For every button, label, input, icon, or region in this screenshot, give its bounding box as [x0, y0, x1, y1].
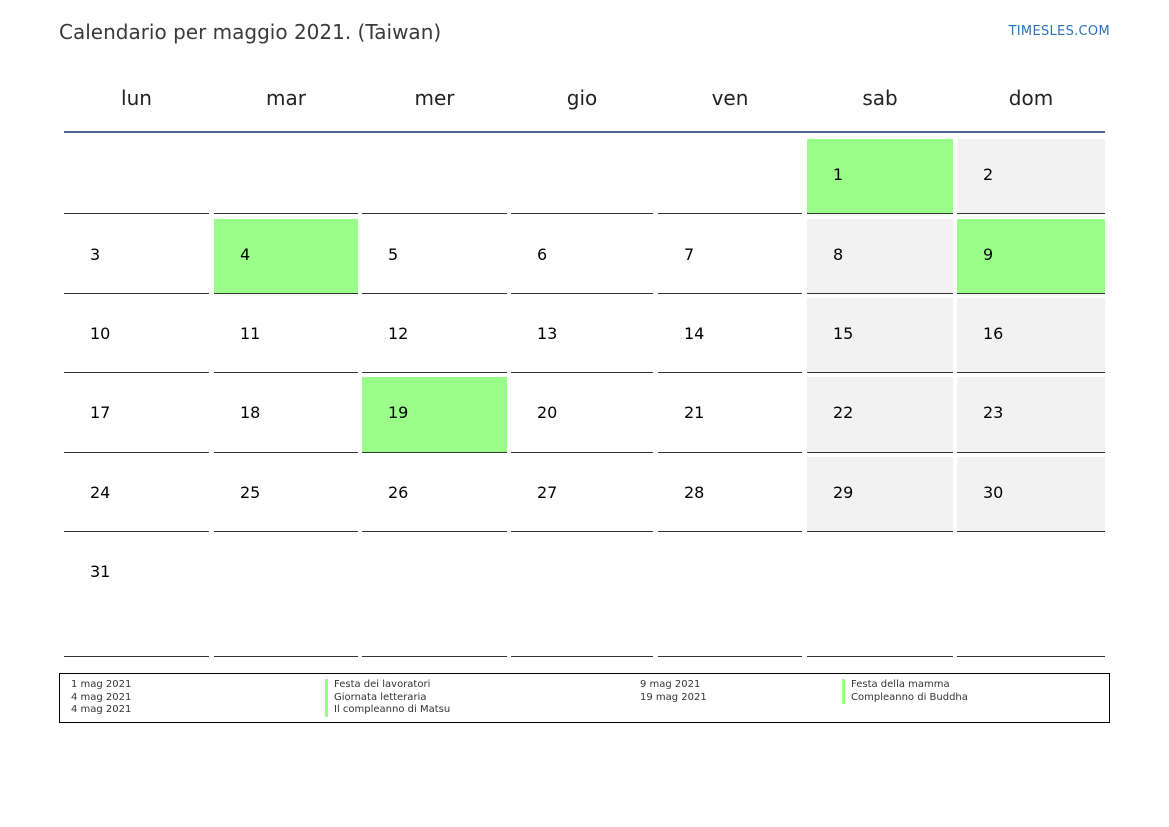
day-cell-12: 12 — [362, 298, 507, 373]
day-cell-7: 7 — [658, 219, 802, 294]
day-number: 13 — [537, 324, 558, 343]
day-cell-9: 9 — [957, 219, 1105, 294]
day-cell-11: 11 — [214, 298, 358, 373]
day-number: 30 — [983, 483, 1004, 502]
day-cell-19: 19 — [362, 377, 507, 453]
empty-day-cell — [658, 139, 802, 214]
day-number: 6 — [537, 245, 548, 264]
day-cell-20: 20 — [511, 377, 653, 453]
day-number: 16 — [983, 324, 1004, 343]
legend-date: 4 mag 2021 — [71, 691, 132, 703]
day-cell-13: 13 — [511, 298, 653, 373]
day-number: 26 — [388, 483, 409, 502]
day-cell-3: 3 — [64, 219, 209, 294]
day-cell-18: 18 — [214, 377, 358, 453]
day-number: 9 — [983, 245, 994, 264]
day-cell-26: 26 — [362, 457, 507, 532]
day-number: 5 — [388, 245, 399, 264]
day-number: 23 — [983, 403, 1004, 422]
day-number: 25 — [240, 483, 261, 502]
day-number: 22 — [833, 403, 854, 422]
weekday-sab: sab — [862, 86, 898, 110]
weekday-lun: lun — [121, 86, 152, 110]
day-cell-10: 10 — [64, 298, 209, 373]
day-cell-21: 21 — [658, 377, 802, 453]
day-number: 7 — [684, 245, 695, 264]
empty-day-cell — [511, 139, 653, 214]
weekday-dom: dom — [1008, 86, 1054, 110]
legend-holiday-name: Il compleanno di Matsu — [325, 704, 450, 717]
holiday-legend: 1 mag 2021 4 mag 2021 4 mag 2021 Festa dei … — [59, 673, 1110, 723]
day-number: 24 — [90, 483, 111, 502]
page-title: Calendario per maggio 2021. (Taiwan) — [59, 20, 442, 44]
weekday-ven: ven — [711, 86, 749, 110]
legend-date: 9 mag 2021 — [640, 679, 701, 690]
day-number: 8 — [833, 245, 844, 264]
header-divider — [64, 131, 1105, 133]
day-number: 31 — [90, 562, 111, 581]
day-number: 14 — [684, 324, 705, 343]
day-number: 2 — [983, 165, 994, 184]
day-cell-28: 28 — [658, 457, 802, 532]
legend-date: 4 mag 2021 — [71, 704, 132, 715]
day-cell-6: 6 — [511, 219, 653, 294]
weekday-mer: mer — [414, 86, 455, 110]
day-number: 15 — [833, 324, 854, 343]
day-number: 21 — [684, 403, 705, 422]
day-number: 4 — [240, 245, 251, 264]
day-cell-27: 27 — [511, 457, 653, 532]
day-cell-24: 24 — [64, 457, 209, 532]
day-number: 10 — [90, 324, 111, 343]
day-cell-16: 16 — [957, 298, 1105, 373]
day-cell-22: 22 — [807, 377, 953, 453]
day-cell-5: 5 — [362, 219, 507, 294]
legend-date: 1 mag 2021 — [71, 679, 132, 690]
weekday-gio: gio — [566, 86, 598, 110]
day-cell-2: 2 — [957, 139, 1105, 214]
day-cell-15: 15 — [807, 298, 953, 373]
day-cell-23: 23 — [957, 377, 1105, 453]
empty-day-cell — [362, 536, 507, 657]
day-number: 27 — [537, 483, 558, 502]
day-number: 12 — [388, 324, 409, 343]
day-number: 19 — [388, 403, 409, 422]
day-cell-17: 17 — [64, 377, 209, 453]
legend-holiday-name: Festa dei lavoratori — [325, 679, 430, 692]
empty-day-cell — [658, 536, 802, 657]
legend-holiday-name: Compleanno di Buddha — [842, 691, 968, 704]
day-cell-25: 25 — [214, 457, 358, 532]
day-cell-1: 1 — [807, 139, 953, 214]
day-cell-8: 8 — [807, 219, 953, 294]
empty-day-cell — [214, 139, 358, 214]
legend-date: 19 mag 2021 — [640, 691, 707, 703]
brand-link[interactable]: TIMESLES.COM — [1008, 24, 1110, 39]
empty-day-cell — [64, 139, 209, 214]
day-number: 18 — [240, 403, 261, 422]
empty-day-cell — [511, 536, 653, 657]
day-cell-31: 31 — [64, 536, 209, 657]
day-number: 3 — [90, 245, 101, 264]
day-number: 28 — [684, 483, 705, 502]
day-cell-29: 29 — [807, 457, 953, 532]
day-number: 17 — [90, 403, 111, 422]
empty-day-cell — [957, 536, 1105, 657]
legend-holiday-name: Festa della mamma — [842, 679, 950, 692]
day-cell-4: 4 — [214, 219, 358, 294]
legend-holiday-name: Giornata letteraria — [325, 691, 426, 704]
day-cell-30: 30 — [957, 457, 1105, 532]
empty-day-cell — [362, 139, 507, 214]
day-number: 1 — [833, 165, 844, 184]
day-cell-14: 14 — [658, 298, 802, 373]
day-number: 11 — [240, 324, 261, 343]
empty-day-cell — [214, 536, 358, 657]
weekday-mar: mar — [266, 86, 306, 110]
day-number: 20 — [537, 403, 558, 422]
empty-day-cell — [807, 536, 953, 657]
day-number: 29 — [833, 483, 854, 502]
